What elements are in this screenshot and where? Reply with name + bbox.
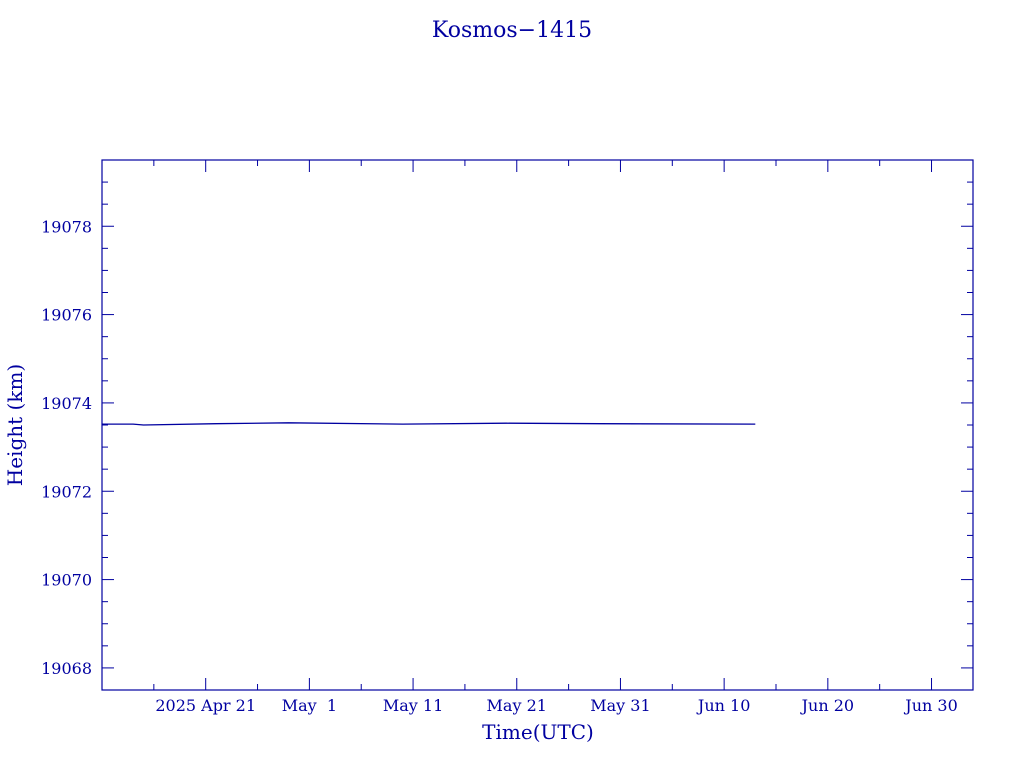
y-tick-label: 19072 bbox=[41, 482, 92, 501]
y-tick-label: 19078 bbox=[41, 217, 92, 236]
x-tick-label: May 11 bbox=[383, 696, 443, 715]
x-tick-label: May 21 bbox=[487, 696, 547, 715]
y-tick-label: 19068 bbox=[41, 659, 92, 678]
plot-frame bbox=[101, 159, 974, 691]
axis-ticks bbox=[101, 159, 973, 691]
chart-title: Kosmos−1415 bbox=[432, 18, 592, 43]
series-line bbox=[102, 422, 756, 426]
y-tick-labels: 19068 19070 19072 19074 19076 19078 bbox=[41, 217, 92, 678]
y-tick-label: 19070 bbox=[41, 571, 92, 590]
x-tick-label: 2025 Apr 21 bbox=[155, 696, 256, 715]
y-axis-label: Height (km) bbox=[3, 364, 27, 486]
x-tick-label: May 1 bbox=[282, 696, 337, 715]
x-tick-label: Jun 20 bbox=[800, 696, 854, 715]
x-tick-label: May 31 bbox=[590, 696, 650, 715]
y-tick-label: 19076 bbox=[41, 306, 92, 325]
x-axis-label: Time(UTC) bbox=[482, 720, 594, 744]
x-tick-label: Jun 30 bbox=[903, 696, 957, 715]
x-tick-label: Jun 10 bbox=[696, 696, 750, 715]
x-tick-labels: 2025 Apr 21 May 1 May 11 May 21 May 31 Jun 10… bbox=[155, 696, 957, 715]
y-tick-label: 19074 bbox=[41, 394, 92, 413]
